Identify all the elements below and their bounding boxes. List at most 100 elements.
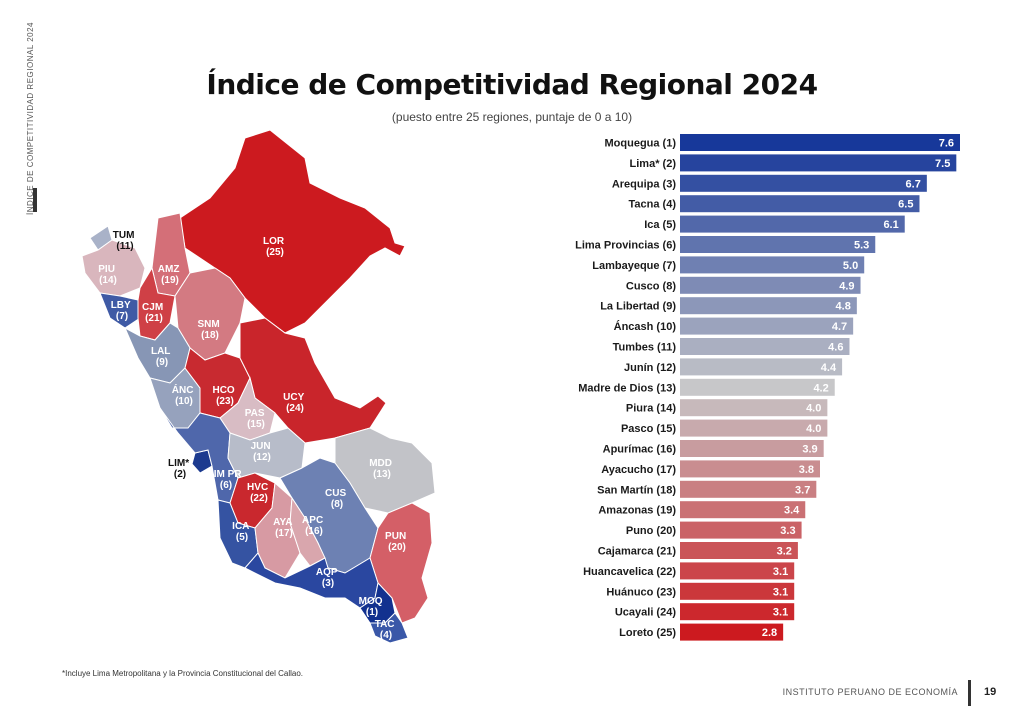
map-label-pas: PAS (15) xyxy=(245,408,268,430)
map-label-jun: JUN (12) xyxy=(251,441,274,463)
footer-organization: Instituto Peruano de Economía xyxy=(782,687,958,697)
bar-category-label: Lambayeque (7) xyxy=(592,260,676,272)
map-label-ica: ICA (5) xyxy=(232,521,252,543)
map-label-pun: PUN (20) xyxy=(385,531,409,553)
bar-value-label: 7.5 xyxy=(935,158,950,170)
map-label-cus: CUS (8) xyxy=(325,488,349,510)
ranking-bar-chart: Moquegua (1) 7.6 Lima* (2) 7.5 Arequipa (3) 6… xyxy=(575,134,960,641)
region-shape-tac xyxy=(369,612,409,644)
bar xyxy=(680,358,843,376)
bar-category-label: Puno (20) xyxy=(626,525,676,537)
bar-category-label: Arequipa (3) xyxy=(612,178,677,190)
bar-value-label: 3.3 xyxy=(780,525,795,537)
bar-category-label: Madre de Dios (13) xyxy=(578,382,676,394)
bar-category-label: Tumbes (11) xyxy=(613,342,677,354)
map-label-ucy: UCY (24) xyxy=(283,392,307,414)
region-shape-aqp xyxy=(244,552,379,609)
bar xyxy=(680,338,850,355)
map-label-apc: APC (16) xyxy=(302,515,326,537)
bar-value-label: 6.1 xyxy=(883,219,898,231)
bar xyxy=(680,215,905,233)
bar-value-label: 4.7 xyxy=(832,321,847,333)
bar xyxy=(680,440,824,457)
bar-category-label: Cusco (8) xyxy=(626,280,676,292)
bar-value-label: 3.7 xyxy=(795,484,810,496)
bar-category-label: Ayacucho (17) xyxy=(601,464,676,476)
map-label-lal: LAL (9) xyxy=(151,346,173,368)
bar-value-label: 3.1 xyxy=(773,586,788,598)
bar-category-label: Pasco (15) xyxy=(621,423,676,435)
bar xyxy=(680,542,798,559)
bar-category-label: Tacna (4) xyxy=(629,199,677,211)
map-label-anc: ÁNC (10) xyxy=(172,383,196,407)
bar-value-label: 5.3 xyxy=(854,240,869,252)
bar xyxy=(680,521,802,539)
bar xyxy=(680,378,835,396)
bar-category-label: Apurímac (16) xyxy=(603,444,677,456)
side-divider xyxy=(33,188,37,212)
map-label-snm: SNM (18) xyxy=(197,319,222,341)
bar-value-label: 3.4 xyxy=(784,505,800,517)
bar xyxy=(680,154,957,172)
map-label-tac: TAC (4) xyxy=(375,619,398,641)
page-subtitle: (puesto entre 25 regiones, puntaje de 0 … xyxy=(391,110,633,124)
map-label-lor: LOR (25) xyxy=(263,236,287,258)
bar-category-label: Huancavelica (22) xyxy=(583,566,676,578)
bar xyxy=(680,562,795,580)
map-label-piu: PIU (14) xyxy=(98,264,117,286)
bar-category-label: Cajamarca (21) xyxy=(598,546,677,558)
map-label-lby: LBY (7) xyxy=(111,300,134,322)
bar-category-label: Junín (12) xyxy=(624,362,676,374)
bar xyxy=(680,501,806,519)
bar xyxy=(680,399,828,417)
bar xyxy=(680,317,854,335)
map-label-cjm: CJM (21) xyxy=(142,302,166,324)
map-label-tum: TUM (11) xyxy=(113,230,137,252)
bar-value-label: 4.4 xyxy=(821,362,837,374)
bar-category-label: Lima* (2) xyxy=(630,158,677,170)
bar-value-label: 6.7 xyxy=(906,178,921,190)
map-label-limpr: LIM PR (6) xyxy=(208,469,245,491)
bar-value-label: 5.0 xyxy=(843,260,858,272)
bar-value-label: 3.8 xyxy=(799,464,814,476)
map-label-mdd: MDD (13) xyxy=(369,458,395,480)
bar xyxy=(680,297,857,315)
bar-value-label: 4.0 xyxy=(806,423,821,435)
map-label-moq: MOQ (1) xyxy=(359,596,386,618)
map-label-lim: LIM* (2) xyxy=(168,458,192,480)
bar xyxy=(680,480,817,498)
region-shape-aya xyxy=(254,481,301,579)
map-label-hvc: HVC (22) xyxy=(247,482,271,504)
page-title: Índice de Competitividad Regional 2024 xyxy=(206,68,818,101)
region-shape-piu xyxy=(81,239,146,297)
bar-value-label: 4.9 xyxy=(839,280,854,292)
map-label-hco: HCO (23) xyxy=(212,385,237,407)
bar xyxy=(680,623,784,641)
bar-value-label: 2.8 xyxy=(762,627,777,639)
map-label-amz: AMZ (19) xyxy=(158,264,182,286)
bar-category-label: Loreto (25) xyxy=(619,627,676,639)
page-number: 19 xyxy=(984,686,997,698)
bar-category-label: Ucayali (24) xyxy=(615,607,676,619)
bar xyxy=(680,582,795,600)
bar-value-label: 6.5 xyxy=(898,199,913,211)
bar xyxy=(680,256,865,274)
footer-divider xyxy=(968,680,971,706)
bar-category-label: Ica (5) xyxy=(644,219,676,231)
map-labels: TUM (11) PIU (14) LBY (7) CJM (21) AMZ (… xyxy=(98,230,409,641)
bar-category-label: Moquegua (1) xyxy=(605,138,677,150)
bar-value-label: 3.2 xyxy=(777,546,792,558)
bar-category-label: Amazonas (19) xyxy=(598,505,676,517)
bar-value-label: 3.1 xyxy=(773,607,788,619)
bar-value-label: 4.2 xyxy=(813,382,828,394)
bar xyxy=(680,236,876,253)
bar-category-label: San Martín (18) xyxy=(597,484,676,496)
bar-value-label: 4.8 xyxy=(836,301,851,313)
bar xyxy=(680,419,828,437)
bar xyxy=(680,460,820,478)
bar xyxy=(680,603,795,621)
bar-value-label: 7.6 xyxy=(939,138,954,150)
bar-value-label: 3.1 xyxy=(773,566,788,578)
bar-category-label: Huánuco (23) xyxy=(606,586,676,598)
bar-value-label: 4.0 xyxy=(806,403,821,415)
